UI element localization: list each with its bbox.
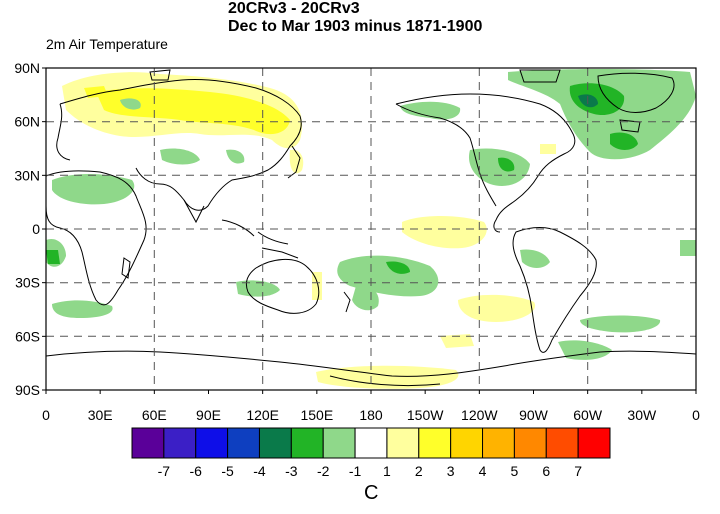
lat-tick-label: 0 xyxy=(32,221,40,237)
lon-tick-label: 30E xyxy=(88,407,113,423)
lon-tick-label: 90W xyxy=(519,407,549,423)
colorbar-swatch xyxy=(577,427,611,459)
colorbar xyxy=(131,427,611,459)
colorbar-swatch xyxy=(163,427,197,459)
colorbar-swatch xyxy=(195,427,229,459)
lat-tick-label: 90S xyxy=(15,382,40,398)
colorbar-label: 3 xyxy=(447,463,455,479)
lon-tick-label: 30W xyxy=(627,407,657,423)
colorbar-swatch xyxy=(131,427,165,459)
lon-tick-label: 150W xyxy=(407,407,444,423)
lat-tick-label: 30N xyxy=(14,167,40,183)
colorbar-swatch xyxy=(258,427,292,459)
variable-label: 2m Air Temperature xyxy=(46,36,168,52)
colorbar-label: -1 xyxy=(349,463,362,479)
colorbar-label: -5 xyxy=(221,463,234,479)
colorbar-swatch xyxy=(482,427,515,459)
chart-title-line-2: Dec to Mar 1903 minus 1871-1900 xyxy=(228,18,483,35)
coastlines xyxy=(46,69,696,387)
lat-tick-label: 90N xyxy=(14,60,40,76)
lat-tick-label: 30S xyxy=(15,275,40,291)
lat-tick-label: 60S xyxy=(15,328,40,344)
colorbar-swatch xyxy=(513,427,547,459)
colorbar-swatch xyxy=(545,427,579,459)
colorbar-swatch xyxy=(354,427,388,459)
lon-tick-label: 60E xyxy=(142,407,167,423)
anomaly-shading xyxy=(46,69,696,389)
colorbar-label: 6 xyxy=(542,463,550,479)
colorbar-swatch xyxy=(322,427,356,459)
lon-tick-label: 120E xyxy=(246,407,279,423)
colorbar-swatch xyxy=(386,427,420,459)
colorbar-unit: C xyxy=(364,482,379,504)
colorbar-swatch xyxy=(227,427,260,459)
lon-tick-label: 180 xyxy=(359,407,383,423)
colorbar-label: 2 xyxy=(415,463,423,479)
chart-title-line-1: 20CRv3 - 20CRv3 xyxy=(228,0,360,17)
colorbar-label: 1 xyxy=(383,463,391,479)
graticule xyxy=(46,68,696,390)
colorbar-label: -3 xyxy=(285,463,298,479)
lon-tick-label: 0 xyxy=(42,407,50,423)
lon-tick-label: 0 xyxy=(692,407,700,423)
colorbar-swatch xyxy=(418,427,452,459)
lon-tick-label: 150E xyxy=(300,407,333,423)
colorbar-swatch xyxy=(450,427,484,459)
lon-tick-label: 90E xyxy=(196,407,221,423)
colorbar-label: -2 xyxy=(317,463,330,479)
colorbar-label: 5 xyxy=(511,463,519,479)
colorbar-label: -7 xyxy=(158,463,171,479)
lon-tick-label: 60W xyxy=(573,407,603,423)
colorbar-label: -4 xyxy=(253,463,266,479)
colorbar-label: 4 xyxy=(479,463,487,479)
colorbar-label: -6 xyxy=(190,463,203,479)
lat-tick-label: 60N xyxy=(14,114,40,130)
lon-tick-label: 120W xyxy=(461,407,498,423)
colorbar-swatch xyxy=(290,427,324,459)
colorbar-label: 7 xyxy=(574,463,582,479)
